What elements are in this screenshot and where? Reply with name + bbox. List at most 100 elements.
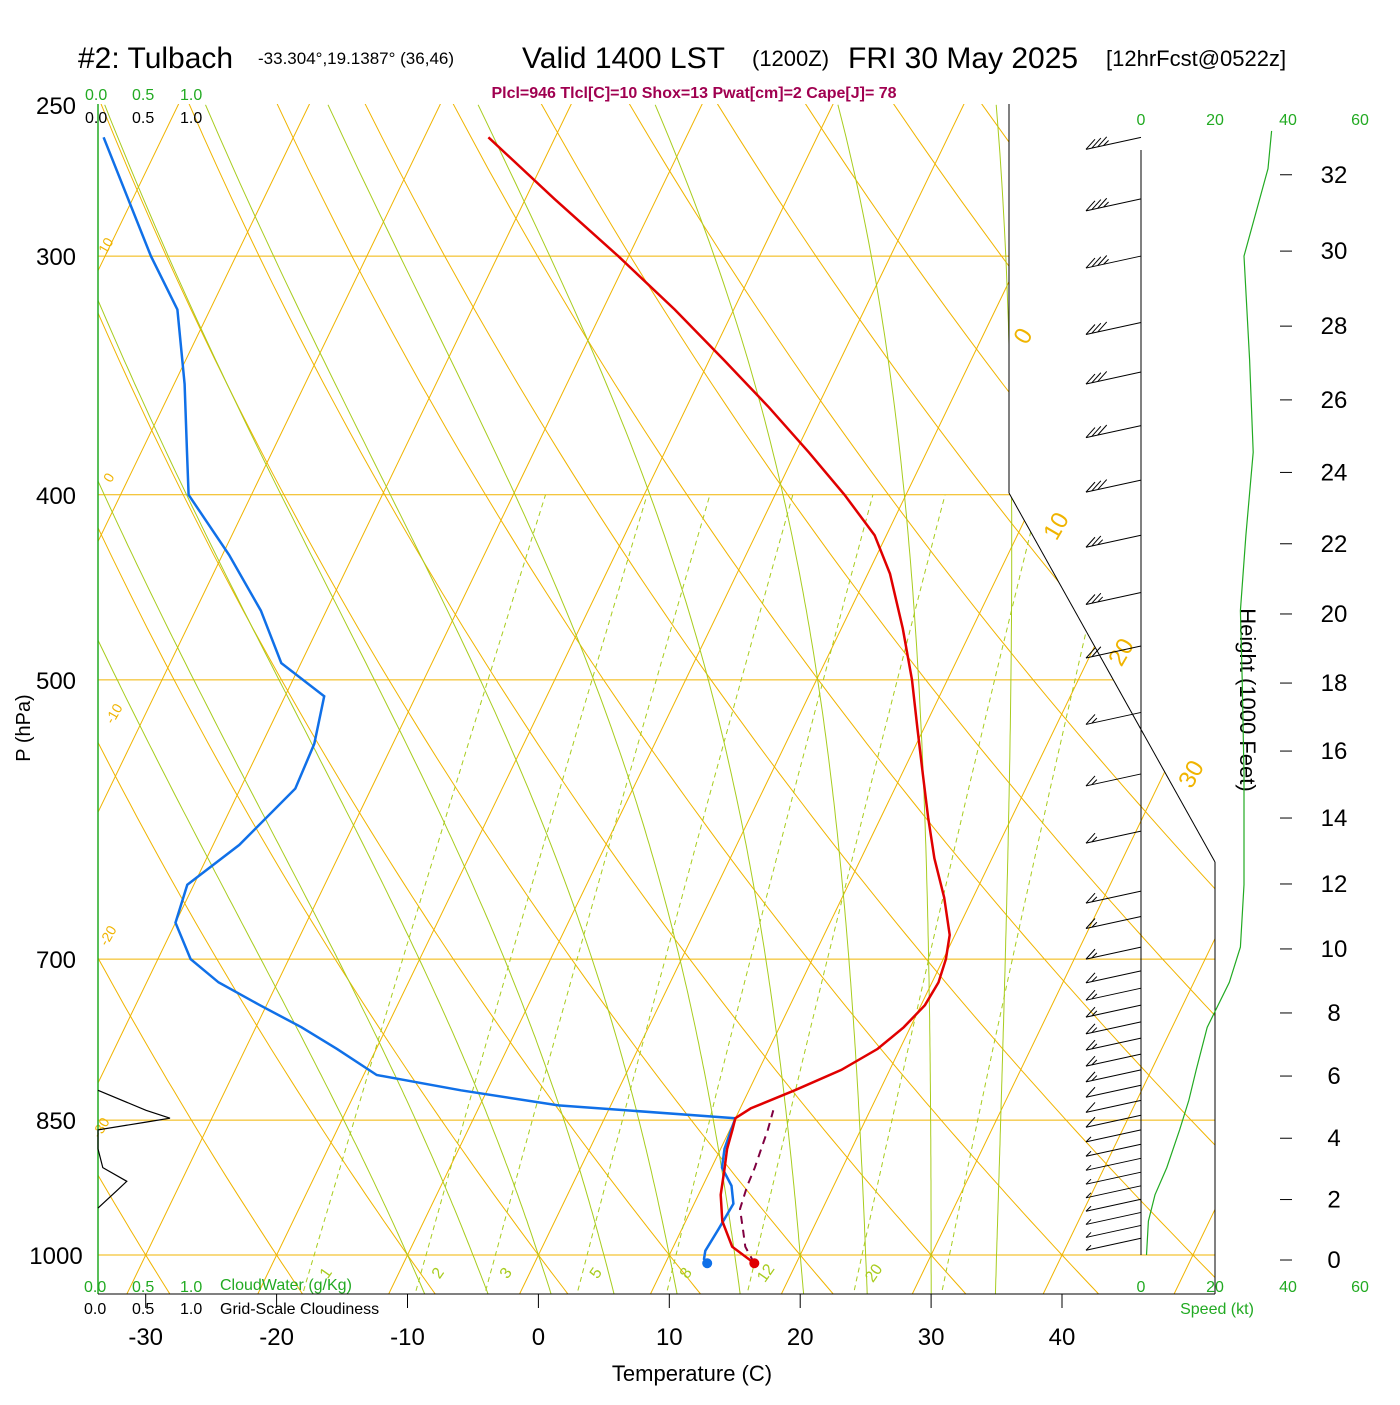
temperature-tick-label: -30 (128, 1324, 163, 1351)
cloudiness-tick-bottom-0: 0.0 (84, 1301, 106, 1318)
isotherm-label: -30 (89, 1115, 113, 1141)
pressure-tick-label: 500 (36, 668, 76, 695)
speed-tick-bottom-3: 60 (1351, 1279, 1369, 1296)
wind-barb (1086, 1100, 1141, 1112)
speed-label: Speed (kt) (1180, 1301, 1254, 1318)
cloudiness-tick-top-2: 1.0 (180, 110, 202, 127)
temperature-tick-label: -20 (259, 1324, 294, 1351)
isotherm-line (369, 71, 980, 1334)
isotherm-line (1155, 71, 1400, 1334)
dry-adiabat (697, 71, 1400, 1334)
isotherm-label: -20 (96, 923, 120, 949)
height-tick-label: 16 (1321, 738, 1348, 765)
cloudwater-scale-bottom: 0.0 0.5 1.0 CloudWater (g/Kg) 0.0 0.5 1.… (84, 1277, 379, 1318)
height-tick-label: 22 (1321, 531, 1348, 558)
height-tick-label: 4 (1327, 1125, 1340, 1152)
temperature-tick-label: 30 (918, 1324, 945, 1351)
moist-adiabat (655, 105, 869, 1334)
height-tick-label: 2 (1327, 1187, 1340, 1214)
utc-time: (1200Z) (752, 46, 829, 71)
speed-tick-top-3: 60 (1351, 112, 1369, 129)
pressure-axis-label: P (hPa) (13, 694, 35, 761)
wind-barb (1086, 256, 1141, 269)
cloudiness-tick-top-1: 0.5 (132, 110, 154, 127)
wind-barb (1086, 1172, 1141, 1184)
wind-barb (1086, 1158, 1141, 1170)
pressure-tick-label: 250 (36, 93, 76, 120)
cloudiness-tick-top-0: 0.0 (85, 110, 107, 127)
wind-barb (1086, 1038, 1141, 1050)
wind-barb (1086, 947, 1141, 959)
wind-barb (1086, 1212, 1141, 1224)
dry-adiabat (523, 71, 1400, 1334)
wind-barb (1086, 988, 1141, 1000)
dry-adiabat (1394, 71, 1400, 1334)
moist-adiabat (0, 105, 442, 1334)
wind-barb (1086, 1225, 1141, 1237)
dry-adiabat (1133, 71, 1400, 1334)
height-tick-label: 24 (1321, 459, 1348, 486)
cloudwater-label: CloudWater (g/Kg) (220, 1277, 352, 1294)
wind-barb (1086, 1022, 1141, 1034)
wind-barb (1086, 137, 1141, 150)
cloudiness-tick-bottom-2: 1.0 (180, 1301, 202, 1318)
wind-barb (1086, 712, 1141, 724)
speed-scale-bottom: 0 20 40 60 Speed (kt) (1137, 1279, 1369, 1318)
background-lines (0, 71, 1400, 1334)
cloudwater-tick-bottom-0: 0.0 (84, 1279, 106, 1296)
dry-adiabat (175, 71, 1003, 1334)
isotherm-label: 30 (1173, 756, 1210, 793)
wind-barb (1086, 592, 1141, 604)
mixing-ratio-line (738, 495, 945, 1334)
height-tick-label: 18 (1321, 670, 1348, 697)
isotherm-line (631, 71, 1242, 1334)
height-tick-label: 32 (1321, 162, 1348, 189)
mixing-ratio-line (404, 495, 647, 1334)
mixing-ratio-label: 8 (677, 1265, 696, 1282)
valid-time: Valid 1400 LST (522, 42, 725, 75)
isotherm-line (500, 71, 1111, 1334)
sounding-profiles (104, 137, 950, 1268)
speed-tick-bottom-2: 40 (1279, 1279, 1297, 1296)
cloudwater-tick-bottom-2: 1.0 (180, 1279, 202, 1296)
temperature-tick-label: -10 (390, 1324, 425, 1351)
temperature-axis-label: Temperature (C) (612, 1361, 772, 1386)
temperature-tick-label: 20 (787, 1324, 814, 1351)
pressure-tick-label: 400 (36, 483, 76, 510)
cloudwater-tick-bottom-1: 0.5 (132, 1279, 154, 1296)
wind-barb (1086, 1238, 1141, 1250)
wind-barb (1086, 1199, 1141, 1211)
pressure-tick-label: 700 (36, 947, 76, 974)
wind-barb (1086, 535, 1141, 547)
cloudwater-tick-top-1: 0.5 (132, 87, 154, 104)
height-tick-label: 6 (1327, 1063, 1340, 1090)
mixing-ratio-line (291, 495, 546, 1334)
mixing-ratio-line (657, 495, 873, 1334)
wind-barbs (1086, 137, 1141, 1250)
moist-adiabat (0, 105, 503, 1334)
moist-adiabat (328, 105, 745, 1334)
isotherm-line (762, 71, 1373, 1334)
wind-barb (1086, 322, 1141, 335)
mixing-ratio-line (933, 495, 1118, 1334)
speed-scale-top: 0 20 40 60 (1137, 112, 1369, 129)
pressure-tick-label: 850 (36, 1108, 76, 1135)
speed-tick-top-0: 0 (1137, 112, 1146, 129)
speed-tick-bottom-0: 0 (1137, 1279, 1146, 1296)
dry-adiabat (0, 71, 599, 1334)
parcel-parameters: Plcl=946 Tlcl[C]=10 Shox=13 Pwat[cm]=2 C… (491, 85, 896, 102)
wind-barb (1086, 480, 1141, 493)
isotherm-label: 10 (1038, 508, 1075, 545)
height-tick-label: 8 (1327, 1000, 1340, 1027)
wind-barb (1086, 371, 1141, 384)
cloudiness-tick-bottom-1: 0.5 (132, 1301, 154, 1318)
moist-adiabat (478, 105, 807, 1334)
height-tick-label: 12 (1321, 871, 1348, 898)
isotherm-label: 0 (100, 470, 118, 485)
wind-barb (1086, 1070, 1141, 1082)
temperature-tick-label: 40 (1049, 1324, 1076, 1351)
height-tick-label: 20 (1321, 601, 1348, 628)
